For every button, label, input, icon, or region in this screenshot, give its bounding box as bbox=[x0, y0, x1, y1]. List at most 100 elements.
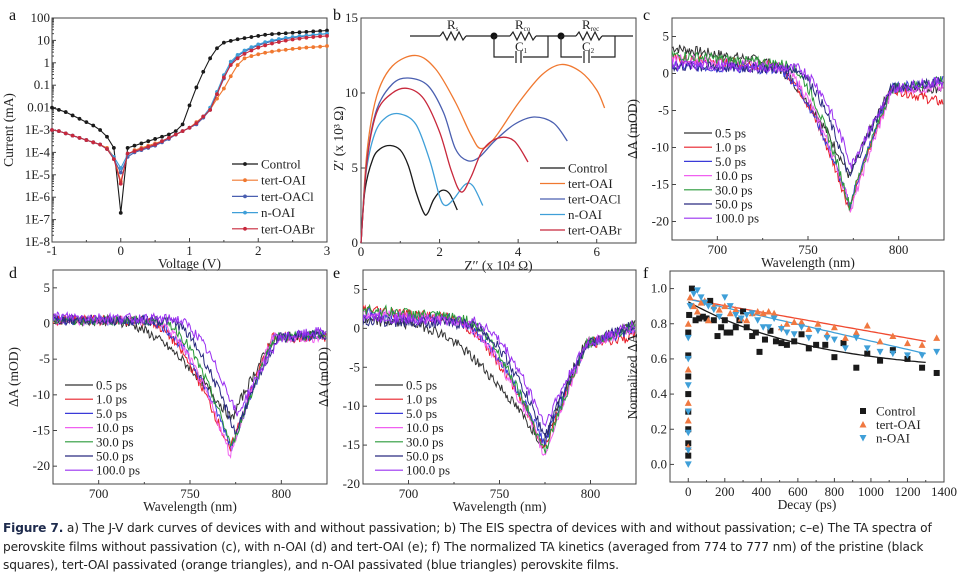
data-point bbox=[180, 129, 185, 134]
x-tick-label: 200 bbox=[715, 484, 735, 499]
data-point bbox=[684, 365, 692, 373]
y-tick-label: -10 bbox=[343, 398, 360, 413]
data-point bbox=[283, 38, 288, 43]
data-point bbox=[194, 85, 199, 90]
caption-label: Figure 7. bbox=[3, 521, 64, 535]
data-point bbox=[933, 369, 940, 376]
legend-label: 5.0 ps bbox=[96, 406, 127, 421]
y-tick-label: 0.0 bbox=[651, 456, 667, 471]
circuit-wire bbox=[560, 36, 582, 58]
legend-label: n-OAI bbox=[568, 207, 602, 222]
y-tick-label: -5 bbox=[658, 103, 669, 118]
data-point bbox=[726, 303, 734, 310]
data-point bbox=[714, 333, 721, 340]
data-point bbox=[704, 316, 712, 324]
data-point bbox=[727, 329, 734, 336]
data-point bbox=[889, 332, 897, 340]
data-point bbox=[877, 357, 884, 364]
data-point bbox=[918, 341, 926, 348]
data-point bbox=[77, 135, 82, 140]
series-line bbox=[672, 58, 944, 170]
data-point bbox=[823, 334, 831, 342]
data-point bbox=[263, 43, 268, 48]
data-point bbox=[235, 37, 240, 42]
data-point bbox=[201, 69, 206, 74]
resistor-rco-icon bbox=[509, 30, 537, 42]
series-group bbox=[672, 44, 944, 213]
legend-label: 50.0 ps bbox=[406, 449, 444, 464]
data-point bbox=[91, 123, 96, 128]
data-point bbox=[685, 352, 692, 359]
x-tick-label: 1200 bbox=[894, 484, 920, 499]
x-tick-label: 400 bbox=[752, 484, 772, 499]
data-point bbox=[783, 341, 790, 348]
x-tick-label: 750 bbox=[490, 486, 510, 501]
data-point bbox=[864, 350, 871, 357]
data-point bbox=[690, 302, 698, 310]
legend-label: 0.5 ps bbox=[96, 378, 127, 393]
data-point bbox=[754, 307, 762, 315]
data-point bbox=[699, 313, 706, 320]
data-point bbox=[710, 317, 717, 324]
data-point bbox=[146, 139, 151, 144]
y-axis-label: ΔA (mOD) bbox=[625, 99, 640, 159]
y-tick-label: 1E-3 bbox=[25, 122, 50, 137]
data-point bbox=[772, 338, 779, 345]
data-point bbox=[684, 355, 692, 363]
data-point bbox=[876, 348, 884, 356]
data-point bbox=[325, 44, 329, 48]
data-point bbox=[830, 323, 838, 331]
legend-label: Control bbox=[568, 161, 608, 176]
legend-label: n-OAI bbox=[261, 205, 295, 220]
series-line bbox=[53, 313, 327, 421]
fit-line bbox=[688, 298, 926, 342]
data-point bbox=[805, 334, 813, 342]
data-point bbox=[707, 297, 714, 304]
data-point bbox=[688, 285, 695, 292]
series-line bbox=[53, 311, 327, 417]
data-point bbox=[721, 302, 729, 310]
plot-frame bbox=[669, 270, 945, 483]
y-tick-label: 1E-4 bbox=[25, 144, 51, 159]
y-tick-label: 5 bbox=[354, 281, 361, 296]
data-point bbox=[686, 311, 693, 318]
data-point bbox=[685, 440, 692, 447]
data-point bbox=[276, 48, 281, 53]
data-point bbox=[756, 348, 763, 355]
circuit-label: Rrec bbox=[582, 17, 599, 33]
data-point bbox=[111, 146, 116, 150]
data-point bbox=[270, 49, 274, 54]
data-point bbox=[778, 340, 785, 347]
data-point bbox=[933, 348, 941, 356]
series-group bbox=[53, 311, 327, 460]
data-point bbox=[743, 311, 751, 319]
legend-label: 10.0 ps bbox=[406, 420, 444, 435]
data-point bbox=[283, 47, 288, 52]
legend-label: 100.0 ps bbox=[96, 463, 140, 478]
data-point bbox=[693, 307, 701, 315]
series-line bbox=[672, 50, 944, 211]
y-tick-label: 0.2 bbox=[651, 421, 667, 436]
data-point bbox=[256, 45, 261, 50]
y-tick-label: -10 bbox=[652, 140, 669, 155]
y-tick-label: 0.8 bbox=[651, 316, 667, 331]
series-curve-control bbox=[360, 144, 458, 244]
legend-label: 10.0 ps bbox=[715, 168, 753, 183]
series-line-n-oai bbox=[51, 33, 328, 170]
panel-label: e bbox=[333, 265, 340, 282]
data-point bbox=[777, 326, 785, 333]
x-axis-label: Wavelength (nm) bbox=[453, 499, 547, 514]
data-point bbox=[187, 103, 192, 108]
data-point bbox=[187, 125, 192, 130]
data-point bbox=[767, 327, 774, 334]
data-point bbox=[684, 382, 692, 389]
plot-frame bbox=[362, 269, 637, 485]
x-tick-label: 700 bbox=[89, 486, 109, 501]
data-point bbox=[684, 320, 692, 327]
data-point bbox=[105, 134, 109, 139]
data-point bbox=[790, 331, 798, 338]
legend-label: 0.5 ps bbox=[715, 126, 746, 141]
legend-label: 1.0 ps bbox=[715, 140, 746, 155]
legend-marker bbox=[243, 162, 247, 166]
x-axis-label: Voltage (V) bbox=[158, 256, 221, 271]
